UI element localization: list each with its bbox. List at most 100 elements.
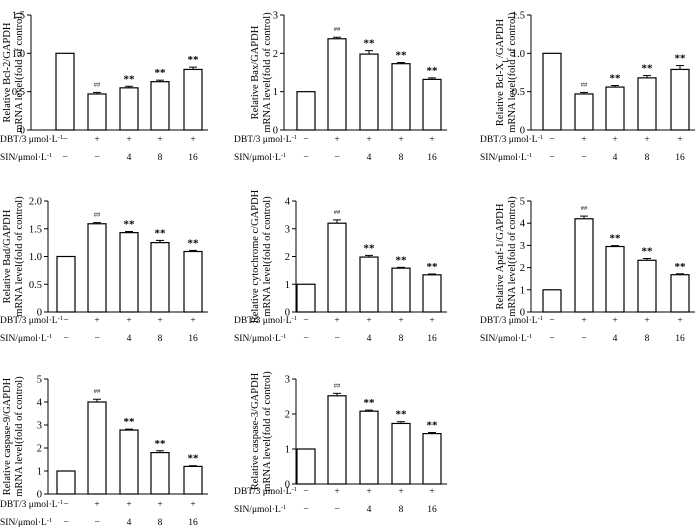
dbt-row-value: +: [126, 316, 131, 326]
sin-row-value: −: [549, 153, 554, 163]
sin-row-value: −: [62, 153, 67, 163]
sin-row-value: 16: [675, 334, 685, 344]
y-tick-label: 0: [520, 308, 525, 319]
sin-row-label: SIN/μmol·L-1: [234, 504, 286, 516]
sin-row-value: 4: [367, 505, 372, 515]
dbt-row-value: +: [334, 487, 339, 497]
y-tick-label: 1: [285, 280, 290, 291]
significance-marker: **: [610, 233, 622, 245]
dbt-row-label: DBT/3 μmol·L-1: [234, 486, 297, 498]
bar-DBT+SIN8: [150, 81, 170, 131]
sin-row-value: 8: [645, 334, 650, 344]
y-tick-label: 0: [285, 308, 290, 319]
dbt-row-value: +: [190, 316, 195, 326]
significance-marker: **: [427, 65, 439, 77]
bar-DBT+SIN4: [119, 87, 139, 131]
dbt-row-value: +: [429, 316, 434, 326]
dbt-row-value: −: [549, 135, 554, 145]
dbt-row-value: +: [612, 316, 617, 326]
dbt-row-value: +: [157, 135, 162, 145]
sin-row-value: −: [303, 153, 308, 163]
sin-row-value: 4: [367, 334, 372, 344]
dbt-row-value: +: [157, 316, 162, 326]
bar-DBT+SIN8: [391, 422, 411, 485]
dbt-row-value: +: [126, 500, 131, 510]
y-tick-label: 1.5: [512, 11, 525, 22]
significance-marker: **: [155, 438, 167, 450]
bar-DBT+SIN8: [150, 242, 170, 313]
y-tick-label: 1: [520, 285, 525, 296]
significance-marker: **: [155, 67, 167, 79]
dbt-row-value: −: [63, 500, 68, 510]
sin-row-value: −: [303, 505, 308, 515]
dbt-row-value: +: [677, 316, 682, 326]
significance-marker: **: [364, 38, 376, 50]
sin-row-value: 16: [427, 153, 437, 163]
dbt-row-value: −: [303, 135, 308, 145]
dbt-row-label: DBT/3 μmol·L-1: [480, 315, 543, 327]
panel-bad: 0 0.5 1.0 1.5 2.0 Relative Bad/GAPDH mRNA leve…: [0, 196, 208, 344]
y-tick-label: 1.0: [512, 49, 525, 60]
panel-cytc: 0 1 2 3 4 Relative cytochrome c/GAPDH mRNA lev…: [234, 189, 447, 344]
y-tick-label: 2: [37, 444, 42, 455]
dbt-row-value: −: [303, 487, 308, 497]
bar-control: [542, 52, 562, 131]
bar-DBT+SIN16: [183, 68, 203, 131]
dbt-row-label: DBT/3 μmol·L-1: [0, 315, 63, 327]
dbt-row-label: DBT/3 μmol·L-1: [234, 134, 297, 146]
y-tick-label: 4: [520, 219, 526, 230]
y-tick-label: 0: [285, 480, 290, 491]
panel-casp9: 0 1 2 3 4 5 Relative caspase-9/GAPDH mRNA level…: [0, 375, 208, 528]
y-axis-label-line2: mRNA level(fold of control): [14, 376, 25, 497]
bar-DBT: [574, 93, 594, 131]
bar-DBT+SIN4: [359, 410, 379, 485]
sin-row-value: −: [303, 334, 308, 344]
dbt-row-value: +: [94, 135, 99, 145]
y-tick-label: 4: [37, 398, 43, 409]
y-tick-label: 1: [273, 87, 278, 98]
significance-marker: ##: [334, 26, 341, 33]
sin-row-value: 8: [645, 153, 650, 163]
significance-marker: **: [427, 261, 439, 273]
y-tick-label: 0: [37, 308, 42, 319]
y-tick-label: 0: [520, 126, 525, 137]
y-tick-label: 0.5: [29, 280, 42, 291]
y-tick-label: 5: [37, 375, 42, 386]
y-tick-label: 2: [273, 49, 278, 60]
sin-row-label: SIN/μmol·L-1: [234, 152, 286, 164]
y-axis-label-line2: mRNA level(fold of control): [262, 196, 273, 317]
bar-DBT: [327, 395, 347, 485]
sin-row-value: −: [334, 334, 339, 344]
y-axis-label-line1: Relative cytochrome c/GAPDH: [250, 189, 261, 323]
bar-DBT+SIN4: [359, 53, 379, 131]
bar-control: [56, 255, 76, 313]
dbt-row-value: +: [398, 316, 403, 326]
dbt-row-value: +: [644, 135, 649, 145]
y-tick-label: 1.5: [29, 224, 42, 235]
y-tick-label: 3: [37, 421, 42, 432]
y-tick-label: 1.0: [12, 49, 25, 60]
panel-apaf1: 0 1 2 3 4 5 Relative Apaf-1/GAPDH mRNA level(fo…: [480, 196, 695, 344]
significance-marker: **: [124, 73, 136, 85]
sin-row-value: −: [334, 153, 339, 163]
y-tick-label: 1.0: [29, 252, 42, 263]
significance-marker: **: [188, 54, 200, 66]
sin-row-label: SIN/μmol·L-1: [0, 152, 52, 164]
dbt-row-value: +: [366, 135, 371, 145]
bar-DBT+SIN4: [605, 245, 625, 313]
dbt-row-value: +: [366, 487, 371, 497]
y-tick-label: 1: [285, 445, 290, 456]
y-tick-label: 3: [285, 224, 290, 235]
y-tick-label: 2: [520, 263, 525, 274]
dbt-row-value: −: [63, 316, 68, 326]
dbt-row-value: +: [581, 135, 586, 145]
significance-marker: **: [188, 237, 200, 249]
y-axis-label-line2: mRNA level(fold of control): [507, 12, 518, 133]
y-axis-label-line1: Relative Bax/GAPDH: [250, 25, 261, 119]
significance-marker: **: [124, 219, 136, 231]
sin-row-value: 8: [158, 153, 163, 163]
bar-DBT+SIN4: [605, 86, 625, 131]
bar-control: [56, 470, 76, 495]
